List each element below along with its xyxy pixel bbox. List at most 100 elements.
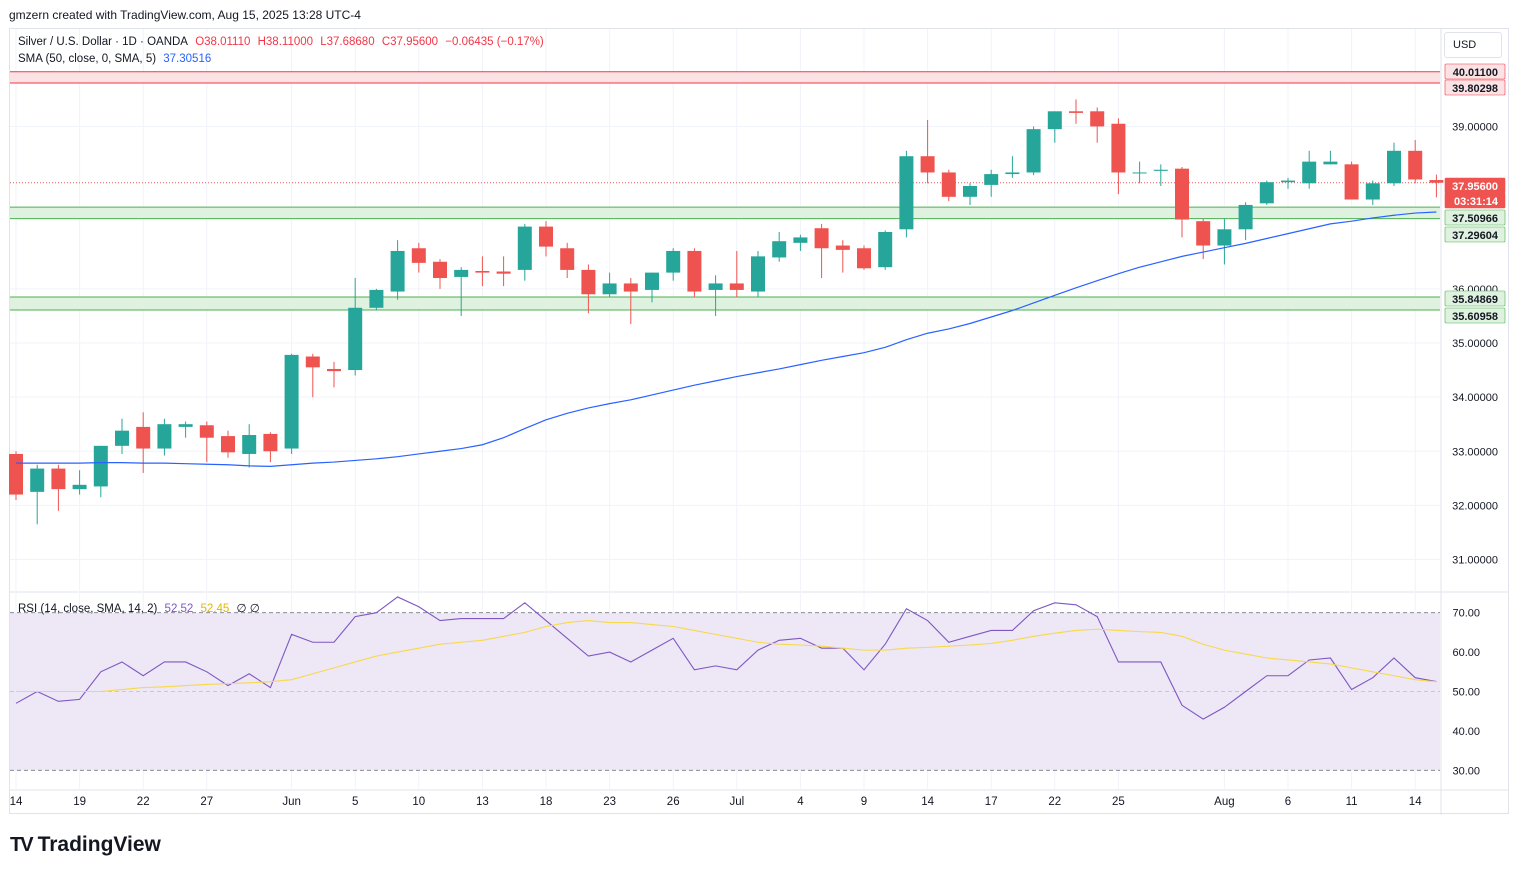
candle-body — [878, 232, 893, 268]
candle-body — [645, 272, 659, 290]
candle-body — [835, 245, 850, 250]
candle-body — [1429, 180, 1444, 183]
candle-body — [475, 270, 490, 273]
rsi-tick-label: 40.00 — [1452, 726, 1480, 738]
time-tick-label: 6 — [1285, 796, 1291, 808]
candle — [157, 418, 172, 456]
candle-body — [623, 283, 638, 292]
candle-body — [496, 271, 511, 274]
candle — [878, 230, 893, 270]
candle — [348, 278, 363, 376]
candle — [581, 264, 596, 314]
axis-label-support — [1444, 307, 1506, 324]
candle-body — [178, 424, 193, 427]
candle — [539, 221, 553, 257]
time-tick-label: 10 — [412, 796, 425, 808]
candle-body — [560, 248, 575, 270]
currency-selector[interactable]: USD — [1444, 32, 1502, 58]
candle — [178, 421, 193, 438]
tradingview-logo[interactable]: TV TradingView — [10, 833, 161, 857]
candle-body — [751, 256, 765, 292]
candle — [857, 245, 871, 270]
candle-body — [539, 226, 553, 247]
price-legend: Silver / U.S. Dollar · 1D · OANDA O38.01… — [18, 36, 548, 48]
candle — [1175, 167, 1189, 238]
ohlc-high: H38.11000 — [257, 36, 314, 48]
time-tick-label: 14 — [10, 796, 23, 808]
axis-label-text: 37.29604 — [1452, 230, 1499, 242]
rsi-label[interactable]: RSI (14, close, SMA, 14, 2) — [18, 603, 158, 615]
candle — [623, 278, 638, 325]
support-zone-upper-fill — [10, 207, 1440, 219]
candle-body — [729, 283, 744, 290]
resistance-zone-fill — [10, 71, 1440, 83]
candle — [327, 361, 341, 388]
candle-body — [1302, 161, 1317, 184]
candle-body — [941, 172, 956, 197]
candle-body — [1005, 172, 1020, 175]
candle — [1429, 174, 1444, 198]
candle-body — [1175, 168, 1189, 220]
candle-body — [1408, 150, 1423, 180]
rsi-tick-label: 60.00 — [1452, 647, 1480, 659]
rsi-tick-label: 70.00 — [1452, 608, 1480, 620]
candle — [1005, 156, 1020, 178]
candle — [772, 232, 787, 262]
axis-label-text: 40.01100 — [1453, 67, 1498, 79]
candle-body — [1365, 183, 1380, 200]
candle — [475, 256, 490, 287]
candle-body — [221, 436, 235, 453]
price-tick-label: 39.00000 — [1452, 121, 1498, 133]
candle-body — [9, 453, 23, 495]
candle-body — [242, 435, 257, 454]
candle — [496, 256, 511, 287]
candle-body — [1069, 111, 1083, 113]
candle — [560, 242, 575, 279]
candle-body — [920, 156, 935, 173]
candle — [433, 259, 447, 289]
rsi-value: 52.52 — [164, 603, 194, 615]
time-tick-label: Aug — [1214, 796, 1234, 808]
candle-body — [305, 356, 320, 368]
candle — [751, 250, 765, 297]
axis-label-support — [1444, 209, 1506, 226]
axis-label-text: 37.95600 — [1452, 181, 1498, 193]
rsi-legend: RSI (14, close, SMA, 14, 2) 52.52 52.45 … — [18, 601, 264, 615]
candle — [687, 248, 702, 297]
candle — [517, 223, 532, 281]
candle-body — [517, 226, 532, 270]
candle — [411, 242, 426, 273]
axis-label-text: 35.84869 — [1452, 294, 1498, 306]
candle — [1132, 161, 1147, 184]
candle-body — [899, 156, 914, 230]
candle-body — [984, 174, 999, 185]
candle-body — [93, 445, 108, 487]
candle-body — [1132, 172, 1147, 174]
time-tick-label: 27 — [200, 796, 213, 808]
candle — [51, 464, 66, 511]
candle-body — [857, 248, 871, 269]
candle — [602, 272, 617, 297]
sma-label[interactable]: SMA (50, close, 0, SMA, 5) — [18, 53, 157, 65]
candle-body — [284, 354, 299, 449]
candle-body — [814, 228, 829, 249]
candle — [115, 418, 129, 454]
price-tick-label: 35.00000 — [1452, 338, 1498, 350]
rsi-sma-line — [16, 620, 1437, 693]
price-tick-label: 33.00000 — [1452, 446, 1498, 458]
candle-body — [666, 250, 681, 273]
symbol-title[interactable]: Silver / U.S. Dollar · 1D · OANDA — [18, 36, 188, 48]
time-tick-label: 19 — [73, 796, 86, 808]
candle-body — [263, 433, 278, 452]
candle — [984, 169, 999, 197]
sma-value: 37.30516 — [163, 53, 212, 65]
axis-label-resistance — [1444, 63, 1506, 80]
time-tick-label: 5 — [352, 796, 358, 808]
rsi-tick-label: 50.00 — [1452, 687, 1480, 699]
candle-body — [369, 289, 384, 308]
candle — [1090, 107, 1105, 143]
rsi-tick-label: 30.00 — [1452, 765, 1480, 777]
candle — [835, 240, 850, 273]
axis-label-text: 03:31:14 — [1454, 196, 1499, 208]
